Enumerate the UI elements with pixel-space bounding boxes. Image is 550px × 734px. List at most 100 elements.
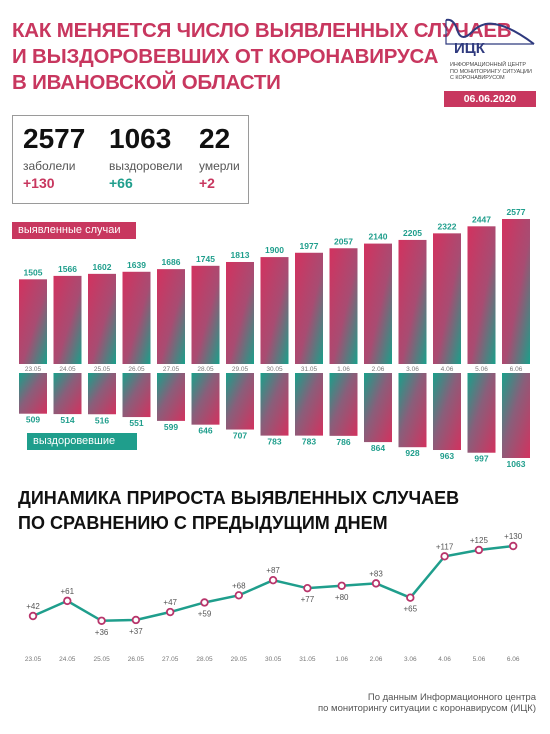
growth-value-label: +47 <box>163 598 177 607</box>
recovered-value-label: 514 <box>60 415 74 425</box>
cases-value-label: 2322 <box>438 221 457 231</box>
growth-value-label: +80 <box>335 593 349 602</box>
cases-bar <box>226 261 254 364</box>
line-date-tick-label: 29.05 <box>231 656 248 663</box>
recovered-value-label: 551 <box>129 418 143 428</box>
cases-value-label: 1900 <box>265 245 284 255</box>
date-tick-label: 30.05 <box>266 366 283 373</box>
date-tick-label: 1.06 <box>337 366 350 373</box>
cases-bar <box>433 233 461 364</box>
growth-point <box>234 591 243 600</box>
date-tick-label: 27.05 <box>163 366 180 373</box>
growth-value-label: +125 <box>470 536 489 545</box>
recovered-bar <box>19 373 47 414</box>
growth-point <box>165 607 175 617</box>
cases-value-label: 1977 <box>300 241 319 251</box>
cases-value-label: 1813 <box>231 250 250 260</box>
growth-point <box>406 593 415 602</box>
growth-value-label: +59 <box>198 609 212 618</box>
date-tick-label: 23.05 <box>25 366 42 373</box>
recovered-value-label: 516 <box>95 415 109 425</box>
recovered-value-label: 599 <box>164 422 178 432</box>
line-date-tick-label: 23.05 <box>25 656 42 663</box>
recovered-bar <box>191 373 220 425</box>
cases-value-label: 1566 <box>58 264 77 274</box>
date-tick-label: 28.05 <box>197 366 214 373</box>
cases-bar <box>295 252 323 364</box>
stat-value: 1063 <box>109 123 172 154</box>
recovered-bar <box>329 373 358 436</box>
cases-value-label: 1686 <box>162 257 181 267</box>
line-date-tick-label: 30.05 <box>265 656 282 663</box>
growth-value-label: +42 <box>26 602 40 611</box>
stats-box: 2577 заболели +130 1063 выздоровели +66 … <box>12 115 249 204</box>
date-tick-label: 26.05 <box>128 366 145 373</box>
source-note: По данным Информационного центра по мони… <box>318 692 536 714</box>
cases-bar <box>157 269 185 364</box>
recovered-value-label: 707 <box>233 431 247 441</box>
legend-recovered: выздоровевшие <box>27 433 137 450</box>
cases-value-label: 1639 <box>127 260 146 270</box>
line-chart-title: ДИНАМИКА ПРИРОСТА ВЫЯВЛЕННЫХ СЛУЧАЕВ ПО … <box>18 486 459 536</box>
cases-bar <box>467 226 496 364</box>
logo-sub-line: С КОРОНАВИРУСОМ <box>450 75 505 82</box>
growth-point <box>474 545 484 555</box>
recovered-bar <box>502 373 530 458</box>
growth-point <box>268 576 278 585</box>
line-date-tick-label: 26.05 <box>128 656 145 663</box>
recovered-bar <box>295 373 323 436</box>
line-date-tick-label: 6.06 <box>507 656 520 663</box>
recovered-bar <box>433 373 461 451</box>
line-date-tick-label: 28.05 <box>196 656 213 663</box>
stat-label: выздоровели <box>109 159 183 173</box>
recovered-value-label: 997 <box>474 454 488 464</box>
date-tick-label: 6.06 <box>510 366 523 373</box>
stat-value: 22 <box>199 123 231 154</box>
cases-bar <box>260 257 289 364</box>
line-date-tick-label: 25.05 <box>93 656 110 663</box>
growth-value-label: +37 <box>129 627 143 636</box>
date-tick-label: 5.06 <box>475 366 488 373</box>
stat-delta: +130 <box>23 175 55 191</box>
cases-bar <box>502 219 530 364</box>
growth-value-label: +61 <box>61 587 75 596</box>
source-line: по мониторингу ситуации с коронавирусом … <box>317 703 536 714</box>
cases-bar <box>122 271 151 364</box>
cases-value-label: 1505 <box>24 267 43 277</box>
cases-value-label: 1745 <box>196 254 215 264</box>
date-tick-label: 2.06 <box>372 366 385 373</box>
recovered-bar <box>88 373 116 415</box>
stat-recovered: 1063 выздоровели +66 <box>109 123 183 192</box>
source-line: По данным Информационного центра <box>367 692 536 703</box>
date-tick-label: 3.06 <box>406 366 419 373</box>
recovered-bar <box>122 373 151 418</box>
growth-value-label: +77 <box>301 595 315 604</box>
stat-delta: +66 <box>109 175 133 191</box>
date-tick-label: 25.05 <box>94 366 111 373</box>
line-title-line: ДИНАМИКА ПРИРОСТА ВЫЯВЛЕННЫХ СЛУЧАЕВ <box>18 488 460 508</box>
stat-label: умерли <box>199 159 240 173</box>
cases-value-label: 2140 <box>369 232 388 242</box>
line-date-tick-label: 4.06 <box>438 656 451 663</box>
growth-point <box>337 581 346 590</box>
logo-subtitle: ИНФОРМАЦИОННЫЙ ЦЕНТР ПО МОНИТОРИНГУ СИТУ… <box>450 62 550 82</box>
growth-value-label: +87 <box>266 566 280 575</box>
stat-label: заболели <box>23 159 76 173</box>
recovered-value-label: 963 <box>440 451 454 461</box>
cases-value-label: 2205 <box>403 228 422 238</box>
growth-point <box>440 552 449 561</box>
date-tick-label: 4.06 <box>441 366 454 373</box>
cases-recovered-chart: 1505 23.05 1566 24.05 1602 25.05 1639 26.05 1686… <box>19 207 530 469</box>
line-date-tick-label: 5.06 <box>473 656 486 663</box>
growth-value-label: +36 <box>95 628 109 637</box>
title-line: В ИВАНОВСКОЙ ОБЛАСТИ <box>12 71 281 94</box>
recovered-value-label: 783 <box>267 437 281 447</box>
recovered-value-label: 646 <box>198 426 212 436</box>
date-tick-label: 24.05 <box>59 366 76 373</box>
cases-bar <box>364 243 392 364</box>
line-title-line: ПО СРАВНЕНИЮ С ПРЕДЫДУЩИМ ДНЕМ <box>18 513 388 533</box>
recovered-bar <box>226 373 254 430</box>
recovered-bar <box>260 373 289 436</box>
date-tick-label: 31.05 <box>301 366 318 373</box>
itsk-logo: ИЦК ИНФОРМАЦИОННЫЙ ЦЕНТР ПО МОНИТОРИНГУ … <box>440 16 540 81</box>
